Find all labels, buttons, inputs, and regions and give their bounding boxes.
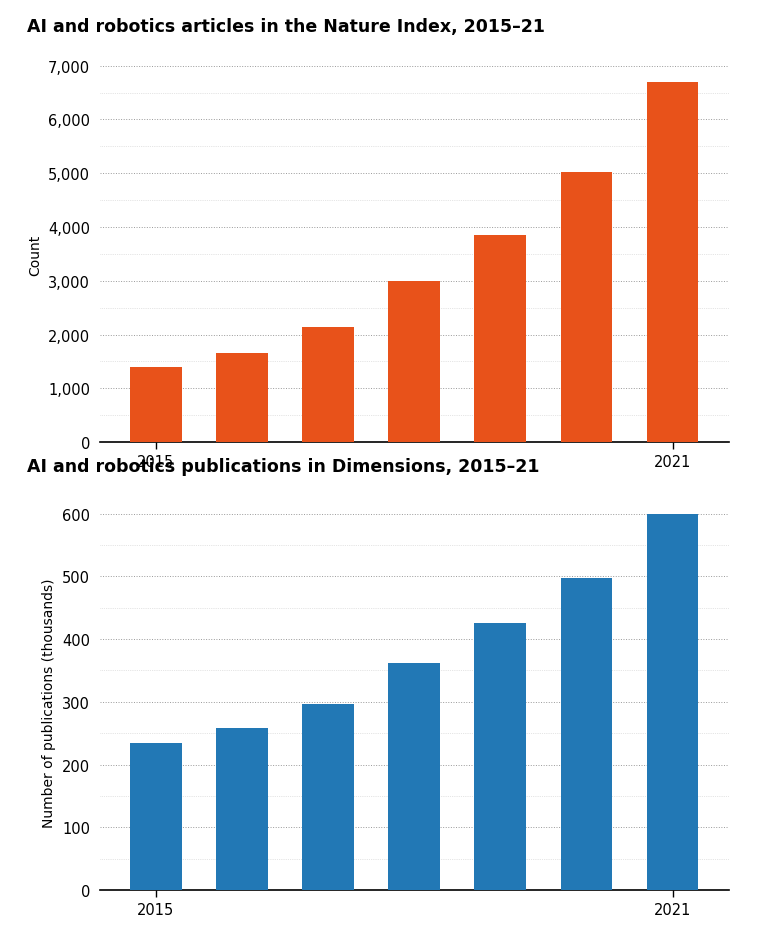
Bar bbox=[475, 624, 526, 890]
Bar bbox=[216, 728, 268, 890]
Y-axis label: Number of publications (thousands): Number of publications (thousands) bbox=[42, 578, 56, 826]
Bar bbox=[647, 513, 699, 890]
Bar bbox=[302, 704, 354, 890]
Bar bbox=[216, 354, 268, 443]
Bar bbox=[302, 327, 354, 443]
Bar bbox=[130, 743, 182, 890]
Bar bbox=[561, 579, 612, 890]
Bar bbox=[388, 282, 440, 443]
Text: AI and robotics articles in the Nature Index, 2015–21: AI and robotics articles in the Nature I… bbox=[27, 18, 545, 36]
Bar bbox=[130, 367, 182, 443]
Bar bbox=[647, 83, 699, 443]
Text: AI and robotics publications in Dimensions, 2015–21: AI and robotics publications in Dimensio… bbox=[27, 458, 539, 476]
Y-axis label: Count: Count bbox=[28, 234, 42, 275]
Bar bbox=[561, 173, 612, 443]
Bar bbox=[388, 664, 440, 890]
Bar bbox=[475, 236, 526, 443]
